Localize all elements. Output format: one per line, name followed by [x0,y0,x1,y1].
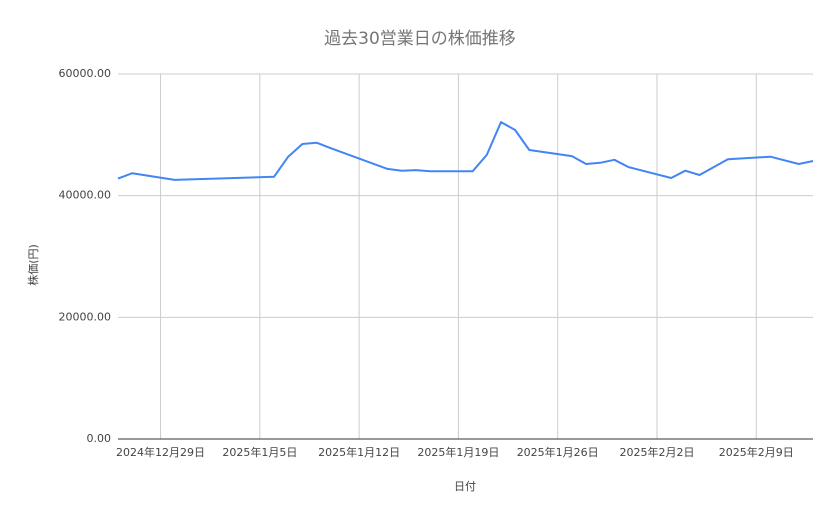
price-line [117,121,814,181]
y-tick-label: 20000.00 [59,310,112,323]
y-tick-label: 0.00 [87,432,112,445]
y-tick-label: 60000.00 [59,67,112,80]
x-axis-label: 日付 [454,480,476,493]
x-tick-label: 2025年2月9日 [719,445,794,459]
x-tick-label: 2025年1月5日 [222,445,297,459]
x-tick-label: 2025年2月2日 [619,445,694,459]
x-tick-label: 2024年12月29日 [116,445,205,459]
chart-title: 過去30営業日の株価推移 [324,29,516,49]
y-axis-label: 株価(円) [26,244,40,286]
x-tick-label: 2025年1月19日 [417,445,499,459]
x-tick-label: 2025年1月26日 [517,445,599,459]
x-tick-label: 2025年1月12日 [318,445,400,459]
y-tick-label: 40000.00 [59,189,112,202]
